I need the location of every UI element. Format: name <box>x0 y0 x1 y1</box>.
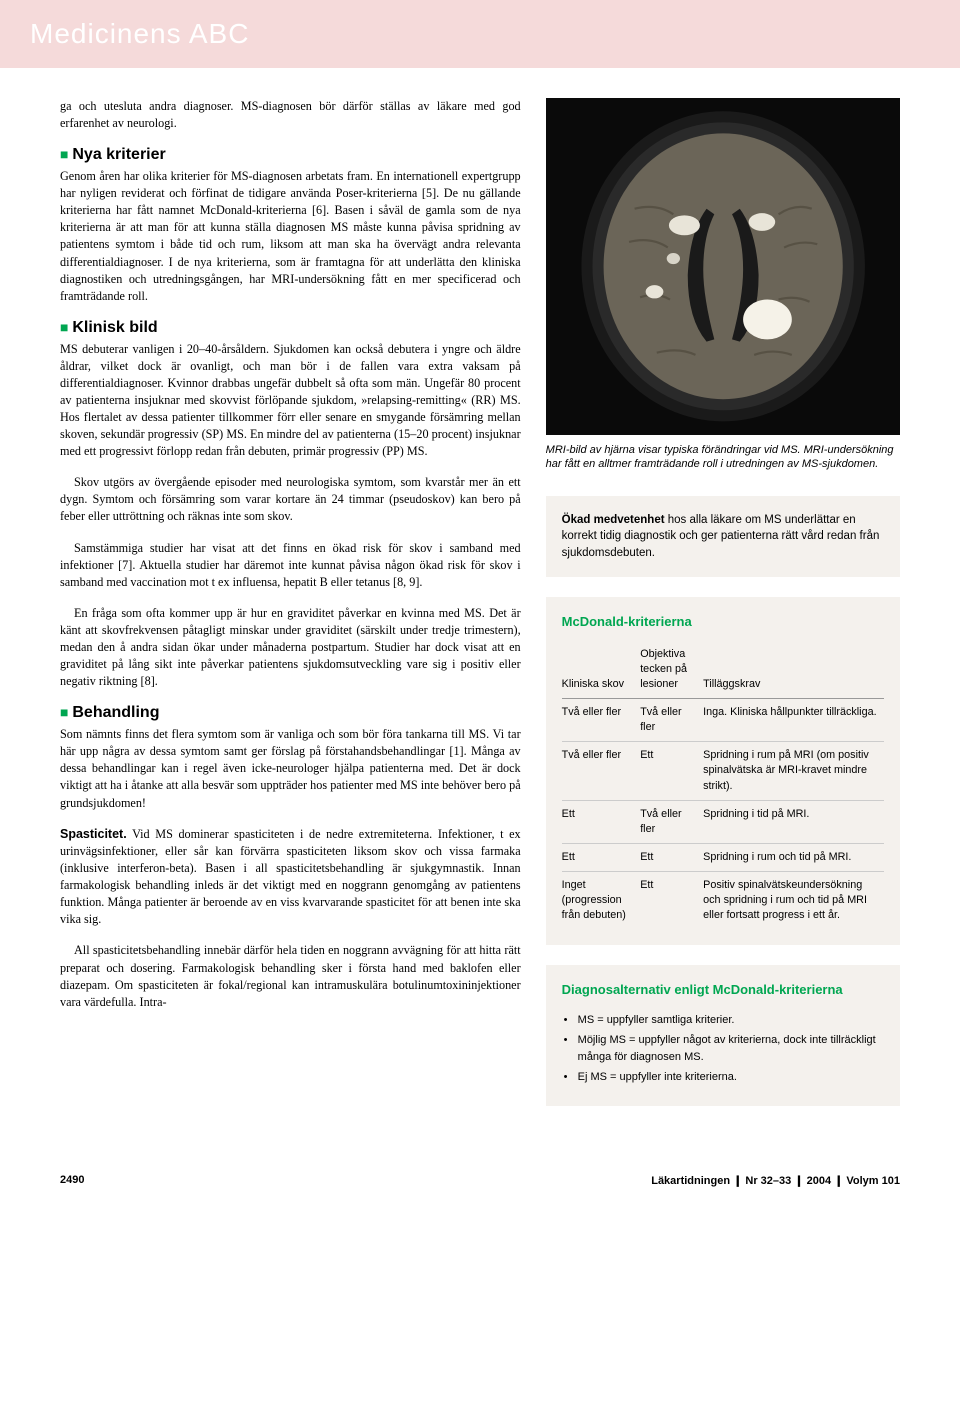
table-row: Två eller fler Ett Spridning i rum på MR… <box>562 742 884 800</box>
th-col1: Objektiva tecken på lesioner <box>640 643 703 699</box>
brain-svg <box>546 98 900 435</box>
cell: Inga. Kliniska hållpunkter tillräckliga. <box>703 699 884 742</box>
cell: Ett <box>562 800 641 843</box>
cell: Inget (progression från debuten) <box>562 871 641 929</box>
header-banner: Medicinens ABC <box>0 0 960 68</box>
cell: Ett <box>640 843 703 871</box>
list-item: Ej MS = uppfyller inte kriterierna. <box>562 1069 884 1086</box>
sec3-spasticitet: Spasticitet. Vid MS dominerar spasticite… <box>60 826 521 929</box>
cell: Ett <box>562 843 641 871</box>
sec3-p2-text: Vid MS dominerar spasticiteten i de nedr… <box>60 827 521 927</box>
journal-info: Läkartidningen ❙ Nr 32–33 ❙ 2004 ❙ Volym… <box>651 1174 900 1187</box>
table-row: Ett Ett Spridning i rum och tid på MRI. <box>562 843 884 871</box>
list-item: MS = uppfyller samtliga kriterier. <box>562 1012 884 1029</box>
sec2-p2: Skov utgörs av övergående episoder med n… <box>60 474 521 525</box>
diagnosis-alternatives-box: Diagnosalternativ enligt McDonald-kriter… <box>546 965 900 1105</box>
sec3-p1: Som nämnts finns det flera symtom som är… <box>60 726 521 811</box>
cell: Spridning i tid på MRI. <box>703 800 884 843</box>
sec3-p3: All spasticitetsbehandling innebär därfö… <box>60 942 521 1010</box>
box2-title: McDonald-kriterierna <box>562 613 884 631</box>
cell: Ett <box>640 742 703 800</box>
right-column: MRI-bild av hjärna visar typiska förändr… <box>546 98 900 1126</box>
cell: Två eller fler <box>640 699 703 742</box>
sec2-p1: MS debuterar vanligen i 20–40-årsåldern.… <box>60 341 521 461</box>
heading-klinisk-bild: Klinisk bild <box>60 319 521 337</box>
content-columns: ga och utesluta andra diagnoser. MS-diag… <box>60 98 900 1126</box>
table-row: Två eller fler Två eller fler Inga. Klin… <box>562 699 884 742</box>
box1-lead: Ökad medvetenhet <box>562 514 665 526</box>
page: Medicinens ABC ga och utesluta andra dia… <box>0 0 960 1217</box>
sec1-text: Genom åren har olika kriterier för MS-di… <box>60 168 521 305</box>
heading-nya-kriterier: Nya kriterier <box>60 146 521 164</box>
table-row: Ett Två eller fler Spridning i tid på MR… <box>562 800 884 843</box>
cell: Två eller fler <box>562 742 641 800</box>
cell: Positiv spinalvätskeundersökning och spr… <box>703 871 884 929</box>
cell: Ett <box>640 871 703 929</box>
page-number: 2490 <box>60 1174 84 1187</box>
table-row: Inget (progression från debuten) Ett Pos… <box>562 871 884 929</box>
awareness-box: Ökad medvetenhet hos alla läkare om MS u… <box>546 496 900 576</box>
cell: Två eller fler <box>640 800 703 843</box>
th-col0: Kliniska skov <box>562 643 641 699</box>
criteria-tbody: Två eller fler Två eller fler Inga. Klin… <box>562 699 884 930</box>
diagnosis-list: MS = uppfyller samtliga kriterier. Möjli… <box>562 1012 884 1086</box>
page-footer: 2490 Läkartidningen ❙ Nr 32–33 ❙ 2004 ❙ … <box>60 1166 900 1187</box>
cell: Spridning i rum på MRI (om positiv spina… <box>703 742 884 800</box>
table-header-row: Kliniska skov Objektiva tecken på lesion… <box>562 643 884 699</box>
box3-title: Diagnosalternativ enligt McDonald-kriter… <box>562 981 884 999</box>
cell: Spridning i rum och tid på MRI. <box>703 843 884 871</box>
intro-paragraph: ga och utesluta andra diagnoser. MS-diag… <box>60 98 521 132</box>
sec2-p3: Samstämmiga studier har visat att det fi… <box>60 540 521 591</box>
mcdonald-criteria-box: McDonald-kriterierna Kliniska skov Objek… <box>546 597 900 946</box>
cell: Två eller fler <box>562 699 641 742</box>
subheading-spasticitet: Spasticitet. <box>60 827 127 841</box>
list-item: Möjlig MS = uppfyller något av kriterier… <box>562 1032 884 1065</box>
sec2-p4: En fråga som ofta kommer upp är hur en g… <box>60 605 521 690</box>
heading-behandling: Behandling <box>60 704 521 722</box>
left-column: ga och utesluta andra diagnoser. MS-diag… <box>60 98 521 1126</box>
criteria-table: Kliniska skov Objektiva tecken på lesion… <box>562 643 884 930</box>
mri-image <box>546 98 900 435</box>
th-col2: Tilläggskrav <box>703 643 884 699</box>
mri-caption: MRI-bild av hjärna visar typiska förändr… <box>546 443 900 473</box>
